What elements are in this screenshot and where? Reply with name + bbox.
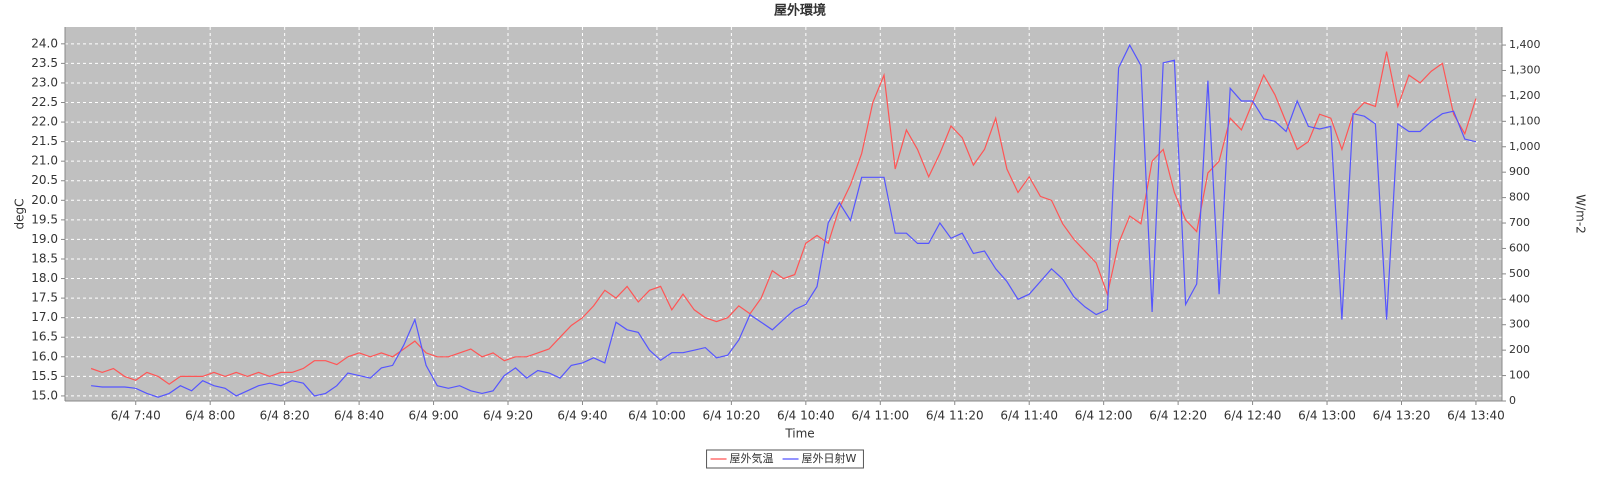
- legend: 屋外気温 屋外日射W: [706, 449, 864, 469]
- y-tick-label: 24.0: [31, 36, 58, 50]
- y-tick-label: 18.0: [31, 271, 58, 285]
- x-tick-label: 6/4 10:20: [703, 409, 761, 423]
- x-tick-label: 6/4 8:20: [260, 409, 310, 423]
- x-tick-label: 6/4 10:40: [777, 409, 835, 423]
- x-tick-label: 6/4 9:20: [483, 409, 533, 423]
- y-tick-label: 20.0: [31, 193, 58, 207]
- y2-tick-label: 1,000: [1509, 140, 1541, 153]
- y-tick-label: 23.5: [31, 56, 58, 70]
- y-tick-label: 20.5: [31, 173, 58, 187]
- y2-tick-label: 1,200: [1509, 89, 1541, 102]
- x-tick-label: 6/4 8:40: [334, 409, 384, 423]
- x-tick-label: 6/4 13:40: [1447, 409, 1505, 423]
- x-tick-label: 6/4 13:00: [1298, 409, 1356, 423]
- x-tick-label: 6/4 10:00: [628, 409, 686, 423]
- y2-axis-label: W/m-2: [1574, 194, 1588, 234]
- y2-tick-label: 1,100: [1509, 114, 1541, 127]
- x-tick-label: 6/4 12:40: [1224, 409, 1282, 423]
- legend-label: 屋外日射W: [802, 451, 857, 465]
- x-tick-label: 6/4 12:20: [1149, 409, 1207, 423]
- y-tick-label: 18.5: [31, 251, 58, 265]
- x-tick-label: 6/4 12:00: [1075, 409, 1133, 423]
- y2-tick-label: 700: [1509, 216, 1530, 229]
- y-tick-label: 21.5: [31, 134, 58, 148]
- legend-label: 屋外気温: [730, 451, 774, 465]
- y-tick-label: 22.5: [31, 95, 58, 109]
- y-tick-label: 23.0: [31, 75, 58, 89]
- y-tick-label: 17.5: [31, 291, 58, 305]
- chart-title: 屋外環境: [774, 3, 826, 19]
- y-tick-label: 19.5: [31, 212, 58, 226]
- y2-tick-label: 1,300: [1509, 63, 1541, 76]
- series-line: [90, 51, 1477, 385]
- series-line: [91, 43, 1477, 398]
- x-tick-label: 6/4 11:40: [1000, 409, 1058, 423]
- x-tick-label: 6/4 8:00: [185, 409, 235, 423]
- x-tick-label: 6/4 11:00: [851, 409, 909, 423]
- y-tick-label: 17.0: [31, 310, 58, 324]
- y2-tick-label: 400: [1509, 292, 1530, 305]
- y-tick-label: 22.0: [31, 115, 58, 129]
- plot-area: [65, 27, 1502, 401]
- y2-tick-label: 500: [1509, 267, 1530, 280]
- y2-tick-label: 600: [1509, 241, 1530, 254]
- y2-tick-label: 200: [1509, 343, 1530, 356]
- y-tick-label: 21.0: [31, 154, 58, 168]
- y-tick-label: 16.5: [31, 330, 58, 344]
- y-tick-label: 15.5: [31, 369, 58, 383]
- x-tick-label: 6/4 9:40: [557, 409, 607, 423]
- x-tick-label: 6/4 13:20: [1373, 409, 1431, 423]
- y2-tick-label: 300: [1509, 318, 1530, 331]
- x-tick-label: 6/4 7:40: [111, 409, 161, 423]
- y-axis-label: degC: [13, 199, 27, 230]
- y2-tick-label: 100: [1509, 369, 1530, 382]
- x-tick-label: 6/4 11:20: [926, 409, 984, 423]
- y2-tick-label: 1,400: [1509, 38, 1541, 51]
- y-tick-label: 16.0: [31, 349, 58, 363]
- x-tick-label: 6/4 9:00: [409, 409, 459, 423]
- y-tick-label: 15.0: [31, 388, 58, 402]
- x-axis-label: Time: [784, 427, 814, 441]
- y2-tick-label: 900: [1509, 165, 1530, 178]
- y2-tick-label: 800: [1509, 191, 1530, 204]
- y-tick-label: 19.0: [31, 232, 58, 246]
- y2-tick-label: 0: [1509, 394, 1516, 407]
